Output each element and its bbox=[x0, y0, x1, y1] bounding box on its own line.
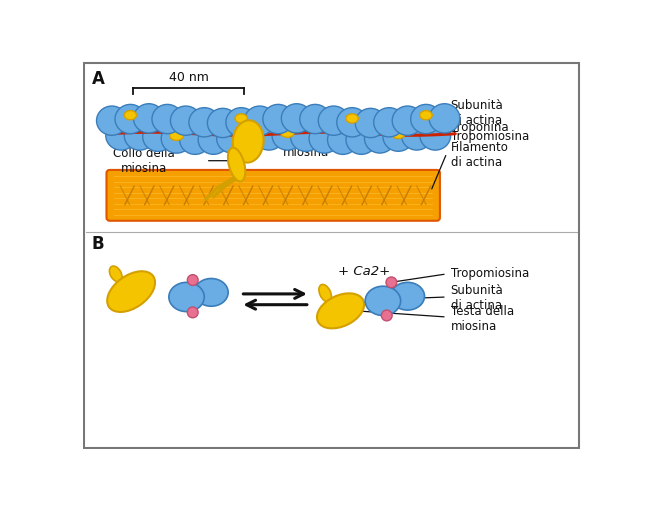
Ellipse shape bbox=[355, 109, 386, 137]
Text: Filamento
di actina: Filamento di actina bbox=[450, 140, 509, 169]
Text: Tropomiosina: Tropomiosina bbox=[450, 130, 529, 143]
Ellipse shape bbox=[319, 284, 331, 302]
Ellipse shape bbox=[337, 108, 367, 137]
Ellipse shape bbox=[429, 104, 460, 133]
Ellipse shape bbox=[365, 286, 400, 316]
FancyBboxPatch shape bbox=[106, 170, 440, 221]
Ellipse shape bbox=[281, 104, 312, 133]
Ellipse shape bbox=[346, 125, 376, 155]
Ellipse shape bbox=[161, 124, 192, 153]
Ellipse shape bbox=[179, 125, 211, 155]
Ellipse shape bbox=[300, 105, 330, 134]
Ellipse shape bbox=[383, 122, 413, 152]
Ellipse shape bbox=[374, 108, 404, 137]
Text: Collo della
miosina: Collo della miosina bbox=[113, 146, 175, 175]
Ellipse shape bbox=[235, 122, 266, 152]
Ellipse shape bbox=[170, 130, 183, 140]
Ellipse shape bbox=[318, 106, 349, 135]
Ellipse shape bbox=[392, 106, 423, 135]
Text: Tropomiosina: Tropomiosina bbox=[450, 267, 529, 280]
Ellipse shape bbox=[391, 129, 405, 138]
Ellipse shape bbox=[187, 307, 198, 318]
Ellipse shape bbox=[244, 106, 275, 135]
Text: Troponina: Troponina bbox=[450, 121, 508, 134]
Ellipse shape bbox=[386, 277, 397, 288]
Text: Subunità
di actina: Subunità di actina bbox=[450, 284, 503, 312]
Ellipse shape bbox=[97, 106, 127, 135]
Ellipse shape bbox=[187, 275, 198, 285]
Text: + Ca2+: + Ca2+ bbox=[338, 265, 390, 278]
Ellipse shape bbox=[228, 147, 246, 181]
Ellipse shape bbox=[411, 105, 441, 134]
Ellipse shape bbox=[253, 121, 284, 150]
Text: Subunità
di actina: Subunità di actina bbox=[450, 99, 503, 127]
Ellipse shape bbox=[327, 125, 358, 155]
Ellipse shape bbox=[110, 266, 122, 282]
Text: Testa della
miosina: Testa della miosina bbox=[450, 305, 514, 333]
Ellipse shape bbox=[124, 111, 137, 120]
Ellipse shape bbox=[263, 105, 294, 134]
Ellipse shape bbox=[124, 121, 155, 150]
Ellipse shape bbox=[420, 121, 450, 150]
Ellipse shape bbox=[189, 108, 220, 137]
Ellipse shape bbox=[346, 114, 358, 123]
Ellipse shape bbox=[198, 125, 229, 155]
Ellipse shape bbox=[216, 124, 248, 153]
Ellipse shape bbox=[143, 122, 174, 152]
Ellipse shape bbox=[309, 124, 340, 153]
Ellipse shape bbox=[194, 279, 228, 306]
Ellipse shape bbox=[281, 127, 294, 137]
Ellipse shape bbox=[226, 108, 257, 137]
Ellipse shape bbox=[272, 121, 303, 150]
Ellipse shape bbox=[317, 293, 364, 328]
Ellipse shape bbox=[152, 105, 183, 134]
Ellipse shape bbox=[402, 121, 432, 150]
Text: Testa della
miosina: Testa della miosina bbox=[283, 130, 346, 159]
Ellipse shape bbox=[235, 114, 248, 123]
Ellipse shape bbox=[391, 282, 424, 310]
Ellipse shape bbox=[382, 310, 392, 321]
Ellipse shape bbox=[115, 105, 146, 134]
Text: 40 nm: 40 nm bbox=[168, 72, 209, 84]
Ellipse shape bbox=[170, 106, 201, 135]
Text: A: A bbox=[92, 70, 105, 88]
Ellipse shape bbox=[106, 121, 137, 150]
Ellipse shape bbox=[133, 104, 164, 133]
Text: B: B bbox=[92, 235, 104, 254]
Ellipse shape bbox=[364, 124, 395, 153]
Ellipse shape bbox=[207, 109, 238, 137]
Ellipse shape bbox=[233, 120, 264, 163]
Ellipse shape bbox=[169, 282, 204, 312]
Ellipse shape bbox=[290, 122, 321, 152]
Ellipse shape bbox=[420, 111, 432, 120]
Ellipse shape bbox=[107, 271, 155, 312]
